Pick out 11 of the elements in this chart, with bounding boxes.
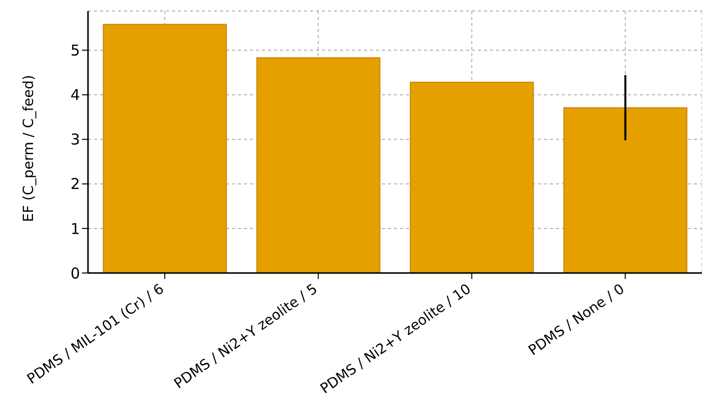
- bar: [256, 57, 380, 273]
- y-tick-label: 0: [70, 264, 80, 282]
- y-tick-label: 1: [70, 220, 80, 238]
- bar: [410, 82, 534, 273]
- y-tick-label: 3: [70, 130, 80, 149]
- bar: [563, 107, 688, 273]
- y-axis-title: EF (C_perm / C_feed): [20, 74, 37, 222]
- y-tick-label: 4: [70, 86, 80, 104]
- y-tick-label: 2: [70, 175, 80, 194]
- y-tick-label: 5: [70, 42, 80, 60]
- bar: [102, 24, 227, 273]
